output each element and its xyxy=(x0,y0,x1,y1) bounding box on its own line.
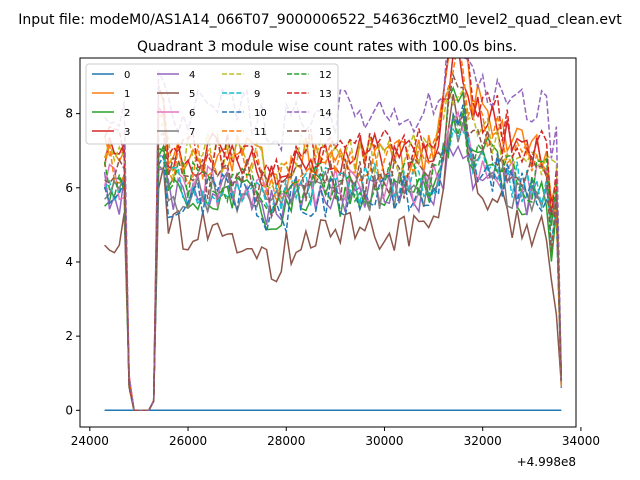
series-layer xyxy=(103,58,563,412)
y-tick-label: 4 xyxy=(65,255,73,269)
axis-layer: 24000 26000 28000 30000 32000 34000 0 2 4 6 8 xyxy=(65,107,600,448)
x-tick-label: 32000 xyxy=(464,434,502,448)
y-tick-label: 6 xyxy=(65,181,73,195)
legend-label-15: 15 xyxy=(319,127,332,138)
legend-label-4: 4 xyxy=(189,70,195,81)
series-line-8 xyxy=(103,86,563,412)
legend-label-14: 14 xyxy=(319,108,332,119)
plot-frame xyxy=(79,57,577,428)
x-tick-label: 28000 xyxy=(267,434,305,448)
legend-label-2: 2 xyxy=(124,108,130,119)
y-tick-label: 8 xyxy=(65,107,73,121)
legend-label-3: 3 xyxy=(124,127,130,138)
legend-label-8: 8 xyxy=(254,70,260,81)
legend-label-12: 12 xyxy=(319,70,332,81)
x-tick-label: 30000 xyxy=(365,434,403,448)
legend-label-1: 1 xyxy=(124,89,130,100)
series-line-7 xyxy=(104,115,563,412)
x-tick-label: 34000 xyxy=(562,434,600,448)
legend-box xyxy=(85,63,339,145)
legend-label-5: 5 xyxy=(189,89,195,100)
figure-suptitle: Input file: modeM0/AS1A14_066T07_9000006… xyxy=(18,12,622,28)
series-line-11 xyxy=(103,58,563,412)
legend-label-6: 6 xyxy=(189,108,195,119)
legend-label-13: 13 xyxy=(319,89,332,100)
legend-label-11: 11 xyxy=(254,127,267,138)
series-line-4 xyxy=(103,142,563,412)
x-offset-label: +4.998e8 xyxy=(517,455,576,469)
series-line-15 xyxy=(104,72,563,412)
series-line-5 xyxy=(104,93,563,412)
x-tick-label: 24000 xyxy=(71,434,109,448)
x-tick-label: 26000 xyxy=(169,434,207,448)
y-tick-label: 2 xyxy=(65,329,73,343)
series-line-12 xyxy=(103,110,563,412)
chart-title: Quadrant 3 module wise count rates with … xyxy=(137,39,517,55)
legend-label-10: 10 xyxy=(254,108,267,119)
legend-label-9: 9 xyxy=(254,89,260,100)
legend-label-0: 0 xyxy=(124,70,130,81)
legend-label-7: 7 xyxy=(189,127,195,138)
y-tick-label: 0 xyxy=(65,403,73,417)
